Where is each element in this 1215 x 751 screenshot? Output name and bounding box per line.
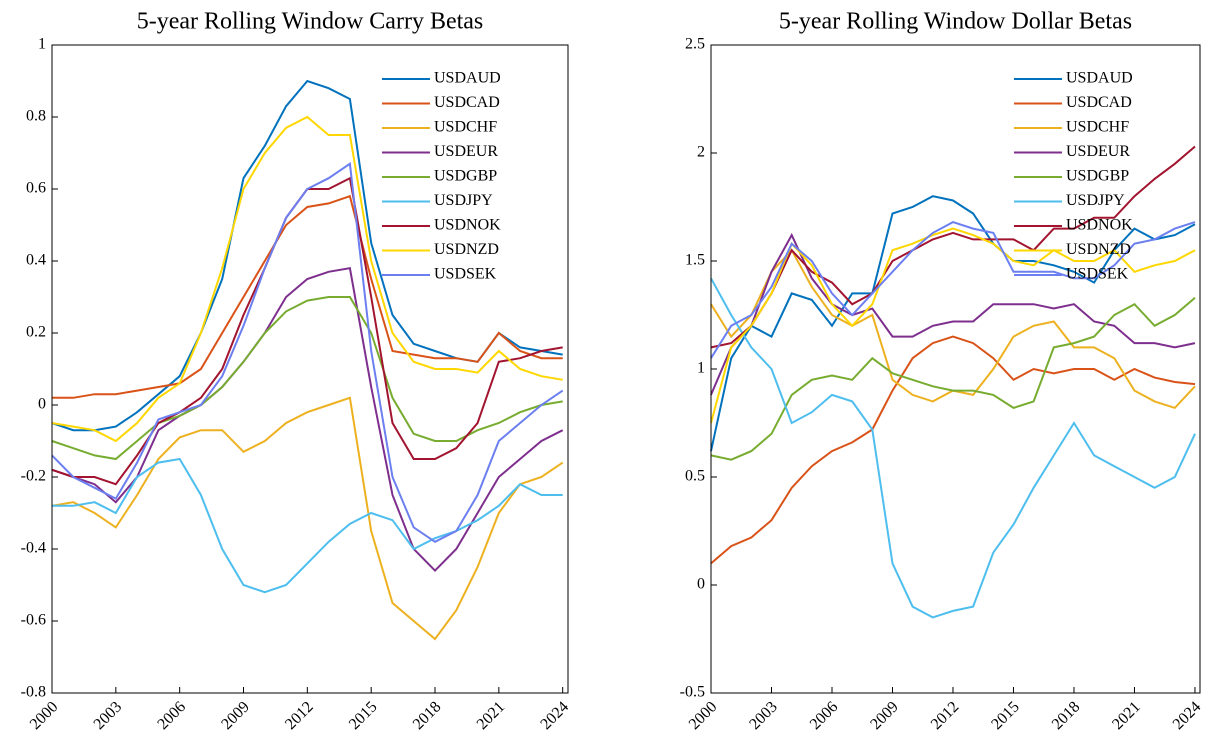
series-line xyxy=(710,335,1196,565)
y-tick-label: 0 xyxy=(38,396,46,413)
series-line xyxy=(51,162,564,543)
x-tick-label: 2015 xyxy=(346,698,381,733)
legend-label: USDJPY xyxy=(434,192,493,209)
axes-box xyxy=(710,44,1201,694)
y-tick-label: 1.5 xyxy=(685,252,705,269)
y-tick-label: 2 xyxy=(697,144,705,161)
x-tick-label: 2021 xyxy=(1109,698,1144,733)
x-tick-label: 2000 xyxy=(27,698,62,733)
series-line xyxy=(710,195,1196,452)
x-tick-label: 2003 xyxy=(91,698,126,733)
series-line xyxy=(51,115,563,443)
y-tick-label: 0.4 xyxy=(26,252,46,269)
legend-label: USDEUR xyxy=(1066,143,1130,160)
series-line xyxy=(710,145,1196,349)
y-tick-label: 0.6 xyxy=(26,180,46,197)
legend-label: USDJPY xyxy=(1066,192,1125,209)
legend-label: USDCAD xyxy=(434,94,500,111)
legend-label: USDCHF xyxy=(1066,119,1129,136)
legend-label: USDSEK xyxy=(1066,266,1129,283)
legend-label: USDCHF xyxy=(434,119,497,136)
series-line xyxy=(710,232,1196,396)
legend-label: USDAUD xyxy=(1066,70,1133,87)
x-tick-label: 2000 xyxy=(686,698,721,733)
y-tick-label: -0.5 xyxy=(680,684,705,701)
x-tick-label: 2024 xyxy=(537,698,572,733)
series-line xyxy=(710,296,1196,461)
legend-label: USDNOK xyxy=(1066,217,1133,234)
y-tick-label: -0.8 xyxy=(21,684,46,701)
y-tick-label: 1 xyxy=(38,36,46,53)
series-line xyxy=(51,296,563,461)
x-tick-label: 2009 xyxy=(867,698,902,733)
legend-label: USDAUD xyxy=(434,70,501,87)
legend-label: USDEUR xyxy=(434,143,498,160)
y-tick-label: 2.5 xyxy=(685,36,705,53)
legend-label: USDNOK xyxy=(434,217,501,234)
legend-label: USDNZD xyxy=(1066,241,1131,258)
x-tick-label: 2021 xyxy=(474,698,509,733)
x-tick-label: 2009 xyxy=(218,698,253,733)
legend-label: USDGBP xyxy=(434,168,497,185)
legend-label: USDSEK xyxy=(434,266,497,283)
chart-title: 5-year Rolling Window Dollar Betas xyxy=(779,9,1132,35)
legend-label: USDCAD xyxy=(1066,94,1132,111)
legend-label: USDGBP xyxy=(1066,168,1129,185)
y-tick-label: 1 xyxy=(697,360,705,377)
series-line xyxy=(710,221,1196,359)
y-tick-label: -0.6 xyxy=(21,612,46,629)
y-tick-label: 0.2 xyxy=(26,324,46,341)
x-tick-label: 2012 xyxy=(928,698,963,733)
x-tick-label: 2012 xyxy=(282,698,317,733)
subplot: 5-year Rolling Window Dollar Betas -0.5 0 0… xyxy=(680,9,1205,734)
x-tick-label: 2003 xyxy=(746,698,781,733)
x-tick-label: 2018 xyxy=(410,698,445,733)
chart-title: 5-year Rolling Window Carry Betas xyxy=(137,9,484,35)
series-line xyxy=(51,396,564,641)
x-tick-label: 2024 xyxy=(1170,698,1205,733)
series-line xyxy=(710,277,1196,619)
x-tick-label: 2006 xyxy=(154,698,189,733)
y-tick-label: -0.4 xyxy=(21,540,46,557)
x-tick-label: 2018 xyxy=(1049,698,1084,733)
y-tick-label: 0 xyxy=(697,576,705,593)
x-tick-label: 2006 xyxy=(807,698,842,733)
series-line xyxy=(52,194,563,399)
series-line xyxy=(51,267,564,573)
legend-label: USDNZD xyxy=(434,241,499,258)
x-tick-label: 2015 xyxy=(988,698,1023,733)
axes-box xyxy=(51,44,569,694)
subplot: 5-year Rolling Window Carry Betas -0.8 -0.… xyxy=(21,9,572,734)
series-line xyxy=(52,457,563,594)
y-tick-label: 0.8 xyxy=(26,108,46,125)
y-tick-label: 0.5 xyxy=(685,468,705,485)
y-tick-label: -0.2 xyxy=(21,468,46,485)
